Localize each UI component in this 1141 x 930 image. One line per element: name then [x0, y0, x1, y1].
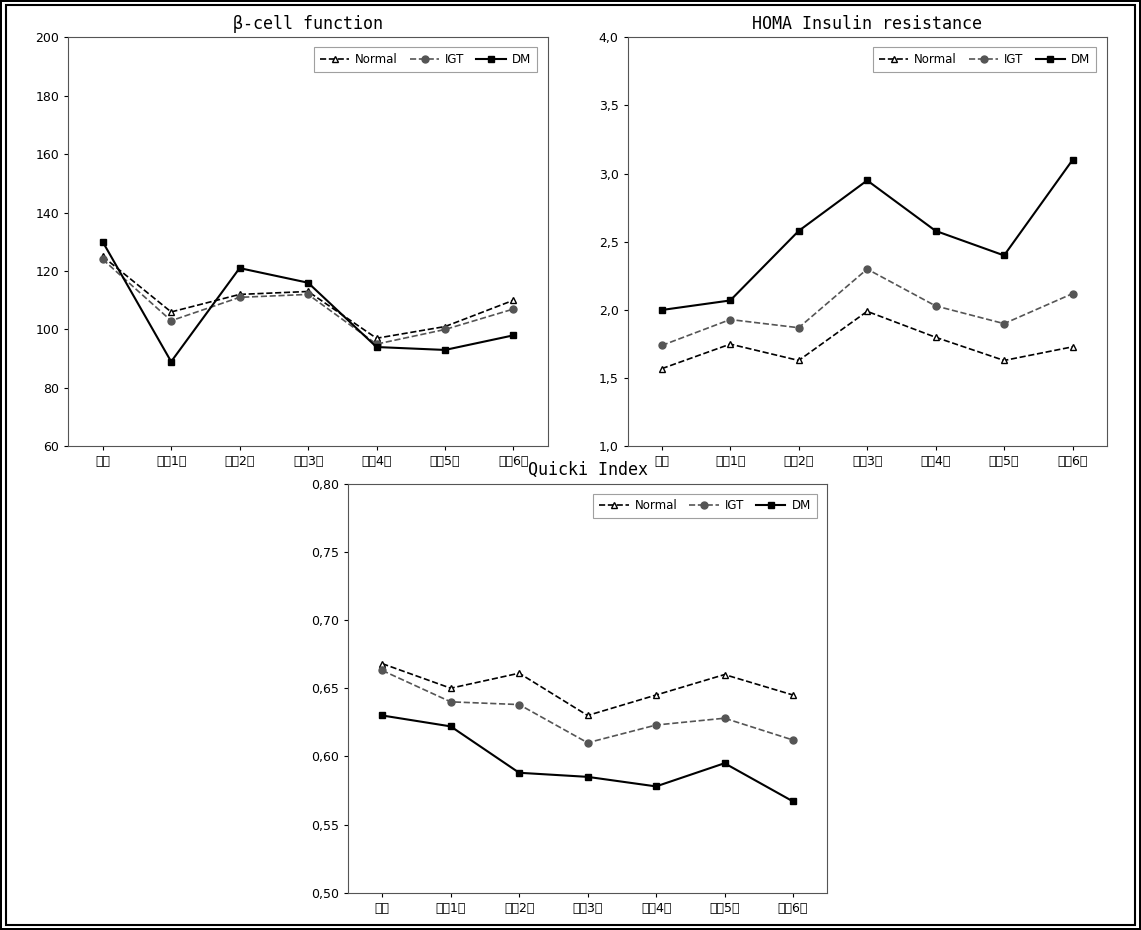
IGT: [375, 665, 389, 676]
IGT: [164, 315, 178, 326]
DM: [370, 341, 383, 352]
DM: [164, 356, 178, 367]
IGT: [649, 720, 663, 731]
Title: HOMA Insulin resistance: HOMA Insulin resistance: [752, 15, 982, 33]
DM: [375, 710, 389, 721]
DM: [438, 344, 452, 355]
Normal: [301, 286, 315, 297]
DM: [860, 175, 874, 186]
IGT: [1066, 288, 1079, 299]
Line: Normal: Normal: [379, 660, 796, 719]
IGT: [512, 699, 526, 711]
Normal: [718, 669, 731, 680]
Legend: Normal, IGT, DM: Normal, IGT, DM: [314, 47, 537, 72]
Line: DM: DM: [379, 712, 796, 804]
Line: DM: DM: [658, 156, 1076, 313]
Normal: [444, 683, 458, 694]
IGT: [655, 339, 669, 351]
Legend: Normal, IGT, DM: Normal, IGT, DM: [593, 494, 817, 518]
Normal: [929, 332, 942, 343]
Line: IGT: IGT: [379, 667, 796, 746]
Title: Quicki Index: Quicki Index: [527, 461, 648, 479]
IGT: [370, 339, 383, 350]
IGT: [792, 322, 806, 333]
DM: [301, 277, 315, 288]
Normal: [860, 306, 874, 317]
DM: [997, 250, 1011, 261]
DM: [792, 225, 806, 236]
Normal: [370, 333, 383, 344]
IGT: [438, 324, 452, 335]
DM: [655, 304, 669, 315]
Normal: [649, 689, 663, 700]
Line: DM: DM: [99, 238, 517, 365]
DM: [649, 781, 663, 792]
IGT: [718, 712, 731, 724]
DM: [723, 295, 737, 306]
Line: IGT: IGT: [99, 256, 517, 348]
Line: Normal: Normal: [658, 308, 1076, 372]
IGT: [444, 697, 458, 708]
IGT: [301, 289, 315, 300]
DM: [786, 796, 800, 807]
Normal: [581, 710, 594, 721]
IGT: [929, 300, 942, 312]
IGT: [96, 254, 110, 265]
Title: β-cell function: β-cell function: [233, 15, 383, 33]
Normal: [438, 321, 452, 332]
DM: [1066, 154, 1079, 166]
Normal: [96, 251, 110, 262]
Normal: [792, 355, 806, 366]
DM: [96, 236, 110, 247]
Normal: [375, 658, 389, 670]
Normal: [786, 689, 800, 700]
Normal: [512, 668, 526, 679]
IGT: [723, 314, 737, 326]
DM: [444, 721, 458, 732]
Line: IGT: IGT: [658, 266, 1076, 349]
DM: [512, 767, 526, 778]
DM: [507, 330, 520, 341]
IGT: [860, 263, 874, 274]
Normal: [507, 295, 520, 306]
DM: [718, 758, 731, 769]
IGT: [507, 303, 520, 314]
DM: [581, 771, 594, 782]
Normal: [164, 306, 178, 317]
Normal: [997, 355, 1011, 366]
Normal: [723, 339, 737, 350]
Line: Normal: Normal: [99, 253, 517, 341]
IGT: [233, 292, 246, 303]
Normal: [1066, 341, 1079, 352]
IGT: [581, 737, 594, 749]
IGT: [786, 735, 800, 746]
Normal: [655, 363, 669, 374]
DM: [233, 262, 246, 273]
DM: [929, 225, 942, 236]
Normal: [233, 289, 246, 300]
IGT: [997, 318, 1011, 329]
Legend: Normal, IGT, DM: Normal, IGT, DM: [873, 47, 1097, 72]
